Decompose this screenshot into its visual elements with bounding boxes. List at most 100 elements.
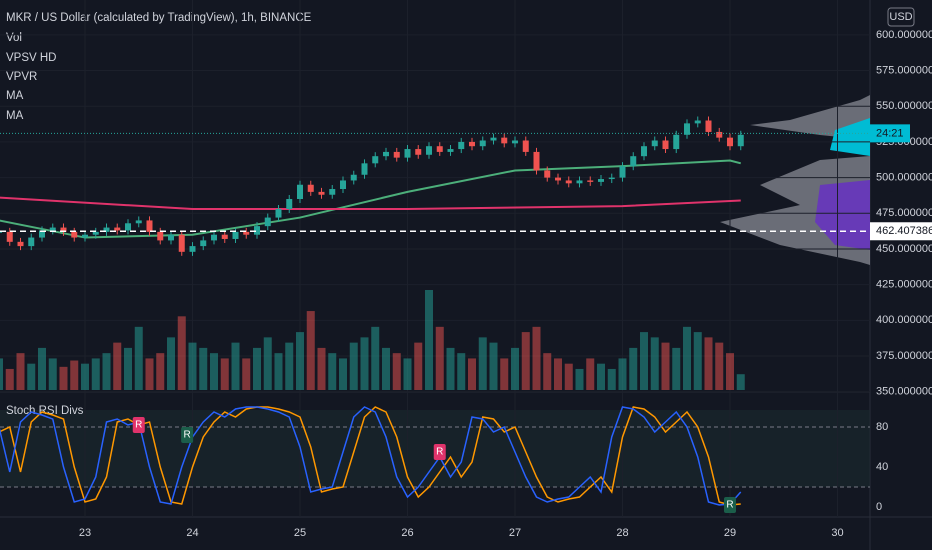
candle-body [264,217,271,227]
candle-body [555,177,561,181]
candle-body [211,234,217,241]
candle-body [608,177,615,180]
candle-body [684,123,690,135]
legend-item[interactable]: VPVR [6,71,37,83]
volume-bar [38,347,46,390]
candle-body [307,184,314,192]
volume-bar [736,374,745,390]
x-tick-label: 26 [401,527,413,539]
x-tick-label: 29 [724,527,736,539]
volume-bar [306,311,315,390]
stoch-title[interactable]: Stoch RSI Divs [6,405,84,417]
candle-body [501,137,508,144]
y-tick-label: 375.000000 [876,350,932,362]
candle-body [490,137,497,141]
currency-button-label[interactable]: USD [889,11,912,23]
volume-bar [5,368,14,390]
volume-bar [296,332,304,390]
volume-bar [683,326,691,390]
y-tick-label: 400.000000 [876,314,932,326]
candle-body [426,146,432,155]
volume-bar [693,332,702,390]
last-price-box [870,124,910,143]
volume-bar [81,363,89,390]
candle-body [522,140,529,152]
divergence-marker [433,444,446,460]
candle-body [275,209,282,218]
legend-item[interactable]: Vol [6,32,22,44]
candle-body [630,156,637,167]
candle-body [243,231,250,235]
volume-bar [726,353,734,390]
volume-bar [124,347,132,390]
candle-body [404,149,411,158]
divergence-marker [132,417,145,433]
volume-bar [167,337,175,390]
candle-body [350,174,357,181]
divergence-label: R [436,447,443,458]
volume-bar [59,366,68,390]
divergence-label: R [135,420,142,431]
volume-bar [586,358,595,390]
volume-bar [403,358,412,390]
candle-body [0,231,2,233]
candle-body [565,180,572,184]
volume-bar [349,342,358,390]
candle-body [49,227,56,231]
y-tick-label: 350.000000 [876,386,932,398]
candle-body [135,220,142,224]
candle-body [436,146,443,152]
volume-bar [371,326,380,390]
x-tick-label: 23 [79,527,91,539]
divergence-marker [724,497,736,513]
y-tick-label: 475.000000 [876,207,932,219]
volume-bar [392,353,401,390]
candle-body [114,227,121,231]
volume-bar [597,363,605,390]
volume-bar [242,358,251,390]
legend-item[interactable]: VPSV HD [6,52,57,64]
volume-bar [145,358,154,390]
candle-body [28,237,35,247]
volume-bar [575,368,584,390]
volume-bar [0,358,3,390]
volume-bar [70,360,79,390]
stoch-tick-label: 40 [876,461,888,473]
candle-body [383,151,389,157]
volume-bar [704,337,713,390]
volume-bar [607,368,616,390]
candle-body [705,120,712,132]
volume-bar [672,347,681,390]
candle-body [533,151,540,171]
price-label-box [870,222,932,241]
volume-bar [317,347,326,390]
volume-bar [16,353,25,390]
volume-bar [231,342,240,390]
volume-bar [414,342,423,390]
candle-body [662,140,669,150]
volume-bar [134,326,143,390]
candle-body [6,231,13,242]
volume-bar [27,363,36,390]
legend-item[interactable]: MA [6,110,24,122]
volume-bar [91,358,100,390]
volume-bar [328,353,337,390]
stoch-d [0,406,741,506]
volume-bar [521,332,530,390]
legend-item[interactable]: MA [6,90,24,102]
legend-symbol[interactable]: MKR / US Dollar (calculated by TradingVi… [6,12,312,24]
candle-body [641,146,647,157]
candle-body [447,149,454,152]
volume-bar [113,342,122,390]
volume-bar [156,353,165,390]
candle-body [619,166,626,178]
candle-body [361,163,368,175]
moving-average [0,159,742,239]
candle-body [544,170,551,178]
y-tick-label: 500.000000 [876,172,932,184]
candle-body [92,231,99,235]
volume-bar [629,347,638,390]
currency-button[interactable] [887,7,915,27]
candle-body [146,220,153,232]
